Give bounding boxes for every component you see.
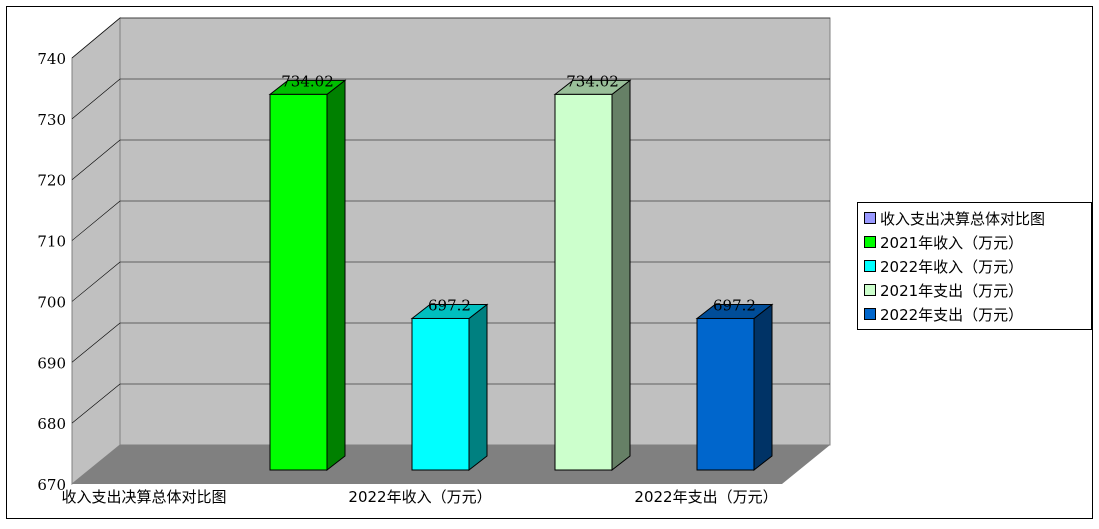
data-label: 734.02 — [566, 72, 619, 90]
bar: 734.02 — [268, 72, 347, 472]
y-tick-label: 740 — [37, 50, 66, 68]
gridline — [71, 78, 121, 120]
legend-label: 2021年收入（万元） — [880, 233, 1024, 252]
bar: 734.02 — [553, 72, 632, 472]
gridline — [71, 383, 121, 424]
data-label: 734.02 — [281, 72, 334, 90]
legend-item: 2021年支出（万元） — [864, 278, 1085, 302]
bar-side — [753, 303, 773, 472]
legend-item: 收入支出决算总体对比图 — [864, 206, 1085, 230]
x-tick-label: 2022年收入（万元） — [348, 488, 491, 506]
legend-swatch — [864, 212, 876, 224]
y-tick-label: 700 — [37, 293, 66, 311]
legend-item: 2022年收入（万元） — [864, 254, 1085, 278]
y-tick-label: 710 — [37, 233, 66, 251]
bar-front — [269, 93, 328, 471]
legend-swatch — [864, 284, 876, 296]
y-tick-label: 680 — [37, 415, 66, 433]
x-tick-label: 2022年支出（万元） — [634, 488, 777, 506]
bar-side — [468, 303, 488, 472]
y-axis: 740 730 720 710 700 690 680 670 — [37, 50, 66, 494]
legend-item: 2021年收入（万元） — [864, 230, 1085, 254]
bar: 697.2 — [410, 296, 489, 472]
gridlines — [71, 17, 830, 424]
gridline — [71, 261, 121, 302]
gridline — [71, 322, 121, 363]
bar-side — [611, 79, 631, 472]
bars: 734.02 697.2 734.02 697.2 — [268, 72, 774, 472]
data-label: 697.2 — [713, 296, 756, 314]
legend-item: 2022年支出（万元） — [864, 302, 1085, 326]
gridline — [71, 139, 121, 180]
bar-front — [554, 93, 613, 471]
y-tick-label: 690 — [37, 354, 66, 372]
chart-left-wall — [71, 16, 121, 486]
legend-label: 2022年支出（万元） — [880, 305, 1024, 324]
x-tick-label: 收入支出决算总体对比图 — [61, 488, 226, 506]
data-label: 697.2 — [428, 296, 471, 314]
gridline — [71, 17, 121, 59]
gridline — [71, 200, 121, 241]
y-tick-label: 670 — [37, 476, 66, 494]
x-axis: 收入支出决算总体对比图 2022年收入（万元） 2022年支出（万元） — [61, 488, 777, 506]
legend: 收入支出决算总体对比图 2021年收入（万元） 2022年收入（万元） 2021年支出… — [857, 202, 1092, 330]
legend-label: 收入支出决算总体对比图 — [880, 209, 1046, 228]
bar-front — [696, 317, 755, 471]
legend-label: 2022年收入（万元） — [880, 257, 1024, 276]
legend-swatch — [864, 260, 876, 272]
legend-swatch — [864, 308, 876, 320]
y-tick-label: 720 — [37, 172, 66, 190]
legend-swatch — [864, 236, 876, 248]
bar-front — [411, 317, 470, 471]
y-tick-label: 730 — [37, 111, 66, 129]
legend-label: 2021年支出（万元） — [880, 281, 1024, 300]
bar: 697.2 — [695, 296, 774, 472]
bar-side — [326, 79, 346, 472]
